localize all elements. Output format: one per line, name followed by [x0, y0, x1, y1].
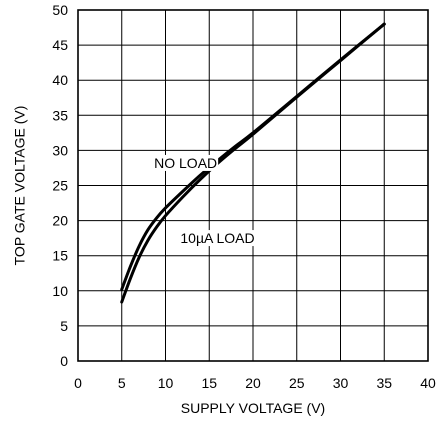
x-tick-label: 40: [420, 375, 436, 391]
x-tick-labels: 0 5 10 15 20 25 30 35 40: [74, 375, 436, 391]
x-tick-label: 25: [289, 375, 305, 391]
annotation-background: [153, 154, 219, 171]
y-tick-label: 35: [52, 107, 68, 123]
y-tick-label: 30: [52, 142, 68, 158]
x-tick-label: 0: [74, 375, 82, 391]
y-axis-label: TOP GATE VOLTAGE (V): [12, 106, 28, 266]
x-tick-label: 35: [376, 375, 392, 391]
annotation-label: 10µA LOAD: [180, 230, 254, 246]
x-axis-label: SUPPLY VOLTAGE (V): [181, 400, 325, 416]
annotation-label: NO LOAD: [154, 155, 217, 171]
annotations: NO LOAD 10µA LOAD: [153, 154, 256, 247]
grid: [77, 9, 429, 362]
x-tick-label: 5: [118, 375, 126, 391]
y-tick-label: 0: [60, 353, 68, 369]
x-tick-label: 10: [158, 375, 174, 391]
x-tick-label: 30: [333, 375, 349, 391]
y-tick-label: 20: [52, 213, 68, 229]
y-tick-label: 40: [52, 72, 68, 88]
y-tick-labels: 0 5 10 15 20 25 30 35 40 45 50: [52, 2, 68, 369]
y-tick-label: 10: [52, 283, 68, 299]
y-tick-label: 50: [52, 2, 68, 18]
x-tick-label: 15: [201, 375, 217, 391]
annotation-background: [179, 230, 256, 247]
y-tick-label: 25: [52, 178, 68, 194]
series-line-10-a-load: [120, 22, 386, 304]
x-tick-label: 20: [245, 375, 261, 391]
y-tick-label: 5: [60, 318, 68, 334]
plot-frame: [77, 9, 429, 362]
series-lines: [120, 22, 386, 304]
y-tick-label: 15: [52, 248, 68, 264]
y-tick-label: 45: [52, 37, 68, 53]
